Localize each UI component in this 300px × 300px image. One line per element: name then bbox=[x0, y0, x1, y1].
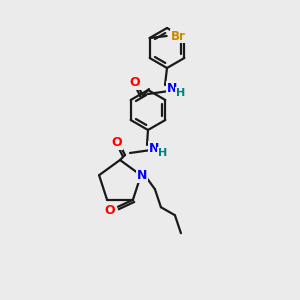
Text: Br: Br bbox=[171, 29, 186, 43]
Text: O: O bbox=[130, 76, 140, 88]
Text: H: H bbox=[158, 148, 168, 158]
Text: O: O bbox=[105, 204, 115, 217]
Text: O: O bbox=[112, 136, 122, 148]
Text: H: H bbox=[176, 88, 186, 98]
Text: N: N bbox=[149, 142, 159, 154]
Text: N: N bbox=[167, 82, 177, 94]
Text: N: N bbox=[137, 169, 147, 182]
